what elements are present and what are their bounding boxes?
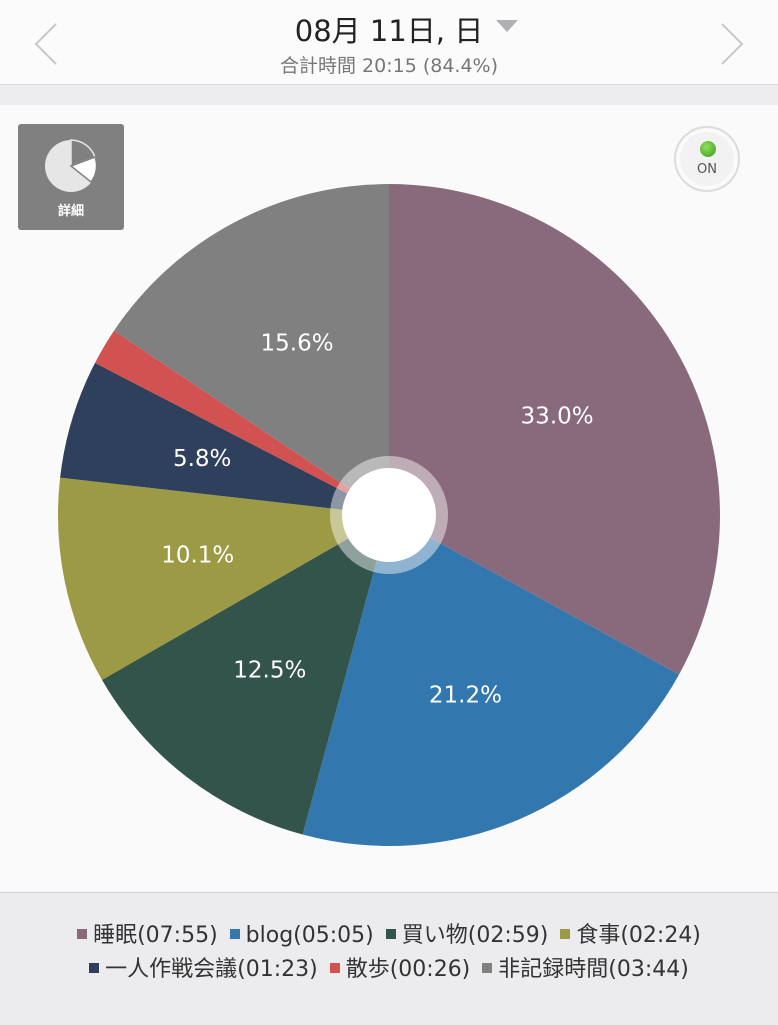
chevron-left-icon xyxy=(34,23,57,65)
pie-slice[interactable] xyxy=(389,184,720,675)
legend-swatch xyxy=(77,929,88,939)
legend-swatch xyxy=(385,929,396,939)
on-toggle-label: ON xyxy=(697,162,717,177)
legend-item: 一人作戦会議(01:23) xyxy=(89,951,318,983)
slice-label: 21.2% xyxy=(429,683,502,709)
slice-label: 12.5% xyxy=(233,658,306,684)
pie-slice[interactable] xyxy=(95,330,390,515)
pie-slice[interactable] xyxy=(101,515,389,835)
detail-label: 詳細 xyxy=(57,204,84,219)
next-day-button[interactable] xyxy=(710,20,750,68)
slice-label: 33.0% xyxy=(521,404,594,430)
legend-item: 買い物(02:59) xyxy=(385,917,549,949)
legend-swatch xyxy=(482,963,493,973)
pie-slice[interactable] xyxy=(57,477,390,680)
status-led-icon xyxy=(700,141,716,157)
legend-item: 睡眠(07:55) xyxy=(77,917,218,949)
total-time-label: 合計時間 20:15 (84.4%) xyxy=(279,55,499,77)
legend-label: 食事(02:24) xyxy=(576,923,701,948)
header-bar: 08月 11日, 日 合計時間 20:15 (84.4%) xyxy=(0,0,778,85)
pie-slice[interactable] xyxy=(302,515,680,847)
legend-label: 散歩(00:26) xyxy=(345,957,471,982)
date-title[interactable]: 08月 11日, 日 xyxy=(294,14,484,48)
legend-row-2: 一人作戦会議(01:23) 散歩(00:26) 非記録時間(03:44) xyxy=(0,951,778,983)
legend-label: 睡眠(07:55) xyxy=(93,923,218,948)
pie-slice[interactable] xyxy=(114,184,389,515)
legend-swatch xyxy=(229,929,240,939)
slice-label: 10.1% xyxy=(161,543,234,569)
legend-label: 一人作戦会議(01:23) xyxy=(105,957,318,982)
legend-swatch xyxy=(560,929,571,939)
chevron-right-icon xyxy=(721,23,744,65)
legend-label: 買い物(02:59) xyxy=(401,923,549,948)
on-toggle[interactable]: ON xyxy=(674,126,740,192)
legend-label: 非記録時間(03:44) xyxy=(498,957,689,982)
legend-item: 食事(02:24) xyxy=(560,917,701,949)
legend-label: blog(05:05) xyxy=(245,923,374,948)
pie-chart: 33.0% 21.2% 12.5% 10.1% 5.8% 15.6% xyxy=(57,184,720,847)
legend-row-1: 睡眠(07:55) blog(05:05) 買い物(02:59) 食事(02:24) xyxy=(0,917,778,949)
center-hole xyxy=(342,468,436,562)
detail-button[interactable]: 詳細 xyxy=(18,124,124,230)
separator xyxy=(0,85,778,105)
legend-swatch xyxy=(89,963,100,973)
legend-item: 散歩(00:26) xyxy=(329,951,471,983)
legend-swatch xyxy=(329,963,340,973)
legend: 睡眠(07:55) blog(05:05) 買い物(02:59) 食事(02:24) … xyxy=(0,892,778,1025)
legend-item: 非記録時間(03:44) xyxy=(482,951,689,983)
pie-chart-icon xyxy=(45,139,98,192)
caret-down-icon[interactable] xyxy=(496,20,518,34)
prev-day-button[interactable] xyxy=(28,20,68,68)
pie-slice[interactable] xyxy=(60,362,389,515)
legend-item: blog(05:05) xyxy=(229,923,374,948)
slice-label: 5.8% xyxy=(173,446,231,472)
slice-label: 15.6% xyxy=(261,331,334,357)
